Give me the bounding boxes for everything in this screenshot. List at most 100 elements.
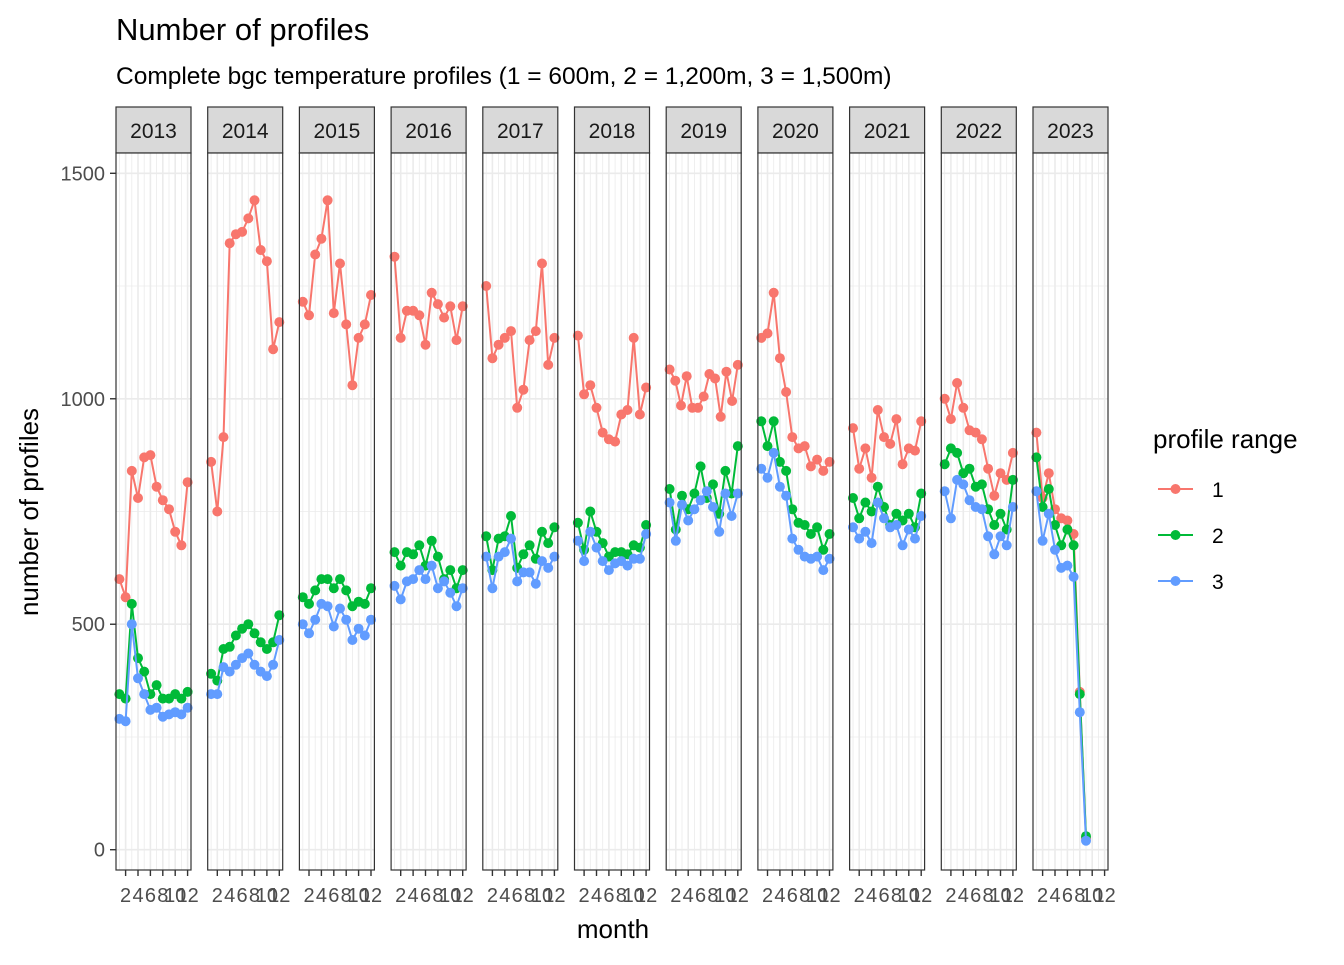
series-point-1 xyxy=(249,195,260,206)
series-point-3 xyxy=(939,486,950,497)
series-point-3 xyxy=(353,623,364,634)
series-point-2 xyxy=(126,598,137,609)
x-tick-label: 12 xyxy=(818,885,840,907)
series-point-3 xyxy=(445,587,456,598)
series-point-1 xyxy=(721,366,732,377)
series-point-3 xyxy=(414,565,425,576)
x-tick-label: 6 xyxy=(1062,885,1073,907)
series-point-1 xyxy=(353,332,364,343)
series-point-3 xyxy=(347,635,358,645)
panel-border xyxy=(115,152,192,871)
x-tick-label: 8 xyxy=(341,885,352,907)
series-point-2 xyxy=(151,680,162,691)
series-point-3 xyxy=(916,511,927,521)
x-tick-label: 4 xyxy=(316,885,327,907)
x-tick-label: 10 xyxy=(531,885,553,907)
series-point-3 xyxy=(768,447,779,458)
panel-strip-label: 2020 xyxy=(772,120,819,143)
series-point-1 xyxy=(512,402,523,413)
x-tick-label: 2 xyxy=(670,885,681,907)
series-point-3 xyxy=(903,524,914,535)
series-point-1 xyxy=(151,481,162,492)
series-point-2 xyxy=(818,544,829,555)
series-point-2 xyxy=(916,488,927,499)
series-point-3 xyxy=(274,635,285,645)
x-tick-label: 6 xyxy=(328,885,339,907)
series-point-1 xyxy=(1031,427,1042,438)
x-tick-label: 4 xyxy=(1049,885,1060,907)
series-point-2 xyxy=(689,488,700,499)
series-point-3 xyxy=(866,538,877,549)
series-point-3 xyxy=(335,603,345,614)
series-point-3 xyxy=(151,702,162,713)
series-point-2 xyxy=(224,641,235,652)
series-point-1 xyxy=(499,332,510,343)
x-tick-label: 6 xyxy=(695,885,706,907)
series-point-1 xyxy=(543,359,554,370)
series-point-1 xyxy=(610,436,621,447)
series-point-3 xyxy=(824,553,835,564)
series-point-1 xyxy=(170,526,181,537)
series-point-3 xyxy=(756,463,767,474)
series-point-1 xyxy=(439,312,450,323)
legend-item-1: 1 xyxy=(1158,479,1224,502)
series-point-3 xyxy=(958,479,969,490)
y-axis-title: number of profiles xyxy=(14,408,44,616)
chart-subtitle: Complete bgc temperature profiles (1 = 6… xyxy=(116,63,892,90)
x-tick-label: 8 xyxy=(891,885,902,907)
series-point-2 xyxy=(976,479,987,490)
series-point-1 xyxy=(799,441,810,452)
panel-strip-label: 2018 xyxy=(589,120,636,143)
series-point-1 xyxy=(710,373,721,384)
x-axis-title: month xyxy=(577,914,649,944)
panel-border xyxy=(482,152,559,871)
series-point-1 xyxy=(641,382,652,393)
panel-strip-label: 2017 xyxy=(497,120,544,143)
series-point-2 xyxy=(824,529,835,539)
series-point-1 xyxy=(182,477,193,488)
series-point-3 xyxy=(812,551,823,562)
series-point-3 xyxy=(1050,544,1060,555)
series-point-1 xyxy=(774,353,785,364)
x-tick-label: 12 xyxy=(910,885,932,907)
series-point-1 xyxy=(395,332,406,343)
panel-strip xyxy=(298,106,375,154)
series-point-2 xyxy=(732,441,743,452)
series-point-3 xyxy=(310,614,321,625)
series-point-2 xyxy=(781,465,792,476)
series-point-1 xyxy=(768,287,779,298)
series-point-3 xyxy=(579,556,590,567)
series-point-1 xyxy=(916,416,927,427)
series-point-2 xyxy=(395,560,406,571)
series-point-1 xyxy=(274,317,285,328)
series-point-3 xyxy=(622,560,633,571)
series-point-2 xyxy=(249,628,260,639)
series-point-1 xyxy=(157,495,168,506)
series-point-1 xyxy=(634,409,645,420)
series-point-1 xyxy=(297,296,308,307)
series-line-1 xyxy=(210,199,281,512)
series-point-1 xyxy=(976,434,987,445)
x-tick-label: 12 xyxy=(727,885,749,907)
series-point-1 xyxy=(335,258,345,269)
x-tick-label: 8 xyxy=(799,885,810,907)
series-point-1 xyxy=(781,387,792,397)
series-point-3 xyxy=(481,551,492,562)
x-tick-label: 6 xyxy=(237,885,248,907)
legend-label: 3 xyxy=(1212,571,1224,594)
x-tick-label: 8 xyxy=(983,885,994,907)
series-point-1 xyxy=(1007,447,1018,458)
series-point-1 xyxy=(812,454,823,465)
series-point-2 xyxy=(964,463,975,474)
series-point-2 xyxy=(891,508,902,519)
series-point-1 xyxy=(524,335,535,346)
x-tick-label: 10 xyxy=(898,885,920,907)
series-point-3 xyxy=(854,533,865,544)
series-point-1 xyxy=(891,414,902,425)
series-point-1 xyxy=(958,402,969,413)
